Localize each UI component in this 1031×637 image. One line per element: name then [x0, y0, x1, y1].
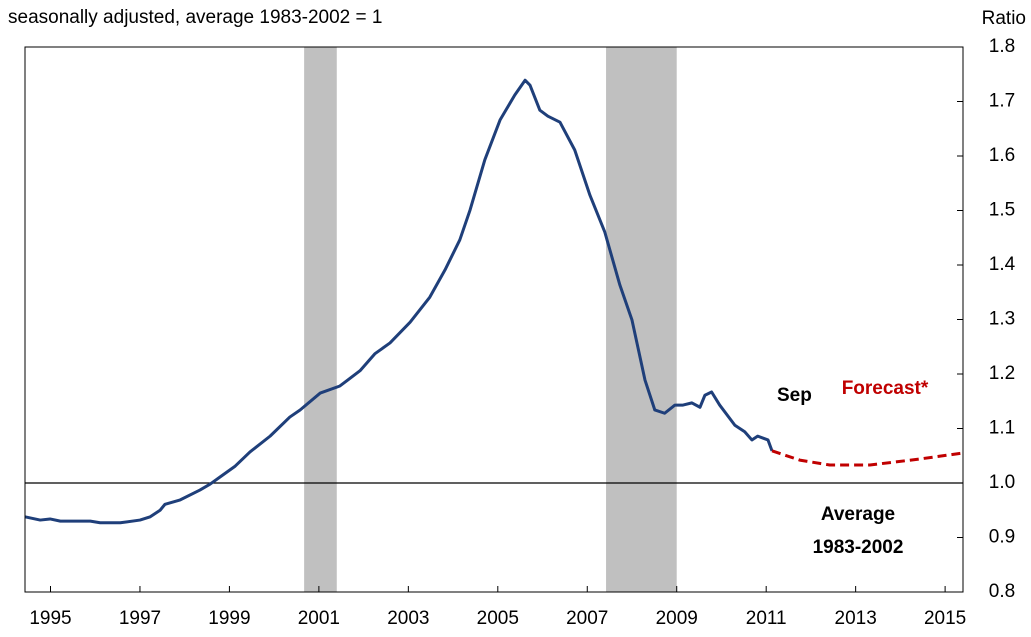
- recession-band: [606, 47, 677, 592]
- y-tick-label: 1.1: [989, 418, 1015, 439]
- y-tick-label: 0.9: [989, 527, 1015, 548]
- series-line: [24, 78, 774, 525]
- x-tick-label: 2015: [924, 608, 966, 629]
- x-tick-label: 1999: [208, 608, 250, 629]
- y-tick-label: 0.8: [989, 581, 1015, 602]
- x-tick-label: 2009: [656, 608, 698, 629]
- y-tick-label: 1.7: [989, 91, 1015, 112]
- x-tick-label: 2013: [835, 608, 877, 629]
- chart-subtitle: seasonally adjusted, average 1983-2002 =…: [8, 7, 382, 28]
- y-tick-label: 1.5: [989, 200, 1015, 221]
- series-line: [771, 449, 963, 467]
- y-tick-label: 1.0: [989, 472, 1015, 493]
- y-tick-label: 1.8: [989, 36, 1015, 57]
- plot-frame: [24, 46, 964, 593]
- annotation: 1983-2002: [813, 537, 904, 558]
- x-tick-label: 1997: [119, 608, 161, 629]
- x-tick-label: 2011: [746, 608, 787, 629]
- x-tick-label: 2001: [298, 608, 340, 629]
- recession-band: [304, 47, 337, 592]
- annotation: Average: [821, 504, 895, 525]
- y-tick-label: 1.3: [989, 309, 1015, 330]
- x-tick-label: 1995: [29, 608, 71, 629]
- y-tick-label: 1.6: [989, 145, 1015, 166]
- x-tick-label: 2005: [477, 608, 519, 629]
- annotation: Forecast*: [842, 378, 929, 399]
- x-tick-label: 2003: [387, 608, 429, 629]
- y-axis-label: Ratio: [982, 8, 1026, 29]
- y-tick-label: 1.2: [989, 363, 1015, 384]
- annotation: Sep: [777, 385, 812, 406]
- y-tick-label: 1.4: [989, 254, 1016, 275]
- x-tick-label: 2007: [566, 608, 608, 629]
